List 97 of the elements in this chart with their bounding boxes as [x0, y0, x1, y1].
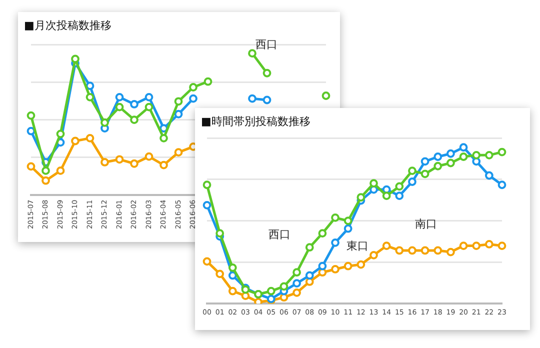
- point: [202, 200, 212, 210]
- point: [160, 160, 168, 170]
- point: [26, 111, 36, 120]
- point: [189, 83, 198, 92]
- point: [318, 262, 327, 270]
- point: [228, 263, 237, 272]
- point: [446, 149, 455, 158]
- point: [459, 152, 468, 161]
- point: [395, 192, 404, 200]
- point: [322, 92, 330, 100]
- point: [130, 100, 138, 108]
- point: [216, 229, 224, 238]
- point: [254, 298, 263, 304]
- point: [202, 257, 212, 266]
- point: [42, 176, 50, 185]
- point: [395, 182, 404, 191]
- point: [266, 286, 276, 296]
- series-label: 西口: [255, 38, 278, 52]
- point: [248, 94, 256, 103]
- point: [86, 134, 94, 142]
- point: [356, 193, 366, 202]
- point: [305, 271, 314, 280]
- point: [189, 94, 198, 103]
- point: [292, 279, 301, 288]
- point: [71, 54, 80, 64]
- point: [305, 243, 314, 252]
- point: [446, 248, 455, 256]
- point: [344, 224, 352, 233]
- point: [408, 166, 416, 176]
- point: [420, 246, 430, 255]
- point: [100, 118, 109, 127]
- series-label: 東口: [346, 240, 368, 253]
- series-label: 南口: [414, 217, 437, 230]
- point: [202, 180, 212, 190]
- point: [370, 179, 378, 188]
- point: [262, 68, 272, 78]
- point: [56, 166, 65, 175]
- point: [86, 82, 94, 90]
- point: [71, 136, 80, 146]
- point: [498, 180, 506, 190]
- point: [56, 130, 65, 138]
- point: [115, 102, 124, 112]
- point: [42, 166, 50, 175]
- point: [472, 150, 481, 160]
- point: [382, 192, 391, 200]
- point: [408, 178, 416, 186]
- chart-title: ■時間帯別投稿数推移: [200, 114, 312, 130]
- point: [331, 265, 340, 274]
- point: [484, 150, 494, 160]
- point: [459, 143, 468, 152]
- point: [370, 250, 378, 260]
- point: [420, 170, 430, 178]
- point: [100, 158, 109, 166]
- point: [356, 260, 366, 269]
- point: [446, 158, 455, 168]
- point: [86, 92, 94, 102]
- point: [216, 270, 224, 278]
- point: [498, 148, 506, 156]
- point: [395, 246, 404, 255]
- point: [144, 152, 154, 161]
- point: [26, 126, 36, 136]
- point: [382, 242, 391, 250]
- point: [484, 240, 494, 248]
- point: [292, 268, 301, 277]
- point: [204, 77, 212, 86]
- point: [472, 242, 481, 250]
- point: [115, 155, 124, 164]
- point: [174, 148, 183, 157]
- point: [420, 157, 430, 166]
- point: [174, 97, 183, 106]
- point: [115, 92, 124, 102]
- point: [344, 216, 352, 225]
- chart-title: ■月次投稿数推移: [23, 18, 112, 34]
- point: [130, 159, 138, 168]
- point: [26, 162, 36, 171]
- point: [174, 110, 183, 118]
- point: [228, 286, 237, 296]
- point: [498, 242, 506, 250]
- point: [144, 92, 154, 102]
- point: [331, 213, 340, 222]
- series-label: 西口: [268, 228, 291, 242]
- point: [160, 134, 168, 142]
- point: [280, 282, 288, 291]
- point: [434, 246, 442, 255]
- point: [331, 238, 340, 247]
- point: [344, 262, 352, 270]
- point: [484, 171, 494, 180]
- point: [408, 246, 416, 255]
- point: [262, 96, 272, 104]
- point: [434, 162, 442, 170]
- point: [318, 229, 327, 238]
- point: [292, 288, 301, 297]
- point: [130, 116, 138, 124]
- point: [248, 49, 256, 58]
- point: [434, 152, 442, 161]
- point: [459, 242, 468, 250]
- point: [144, 102, 154, 112]
